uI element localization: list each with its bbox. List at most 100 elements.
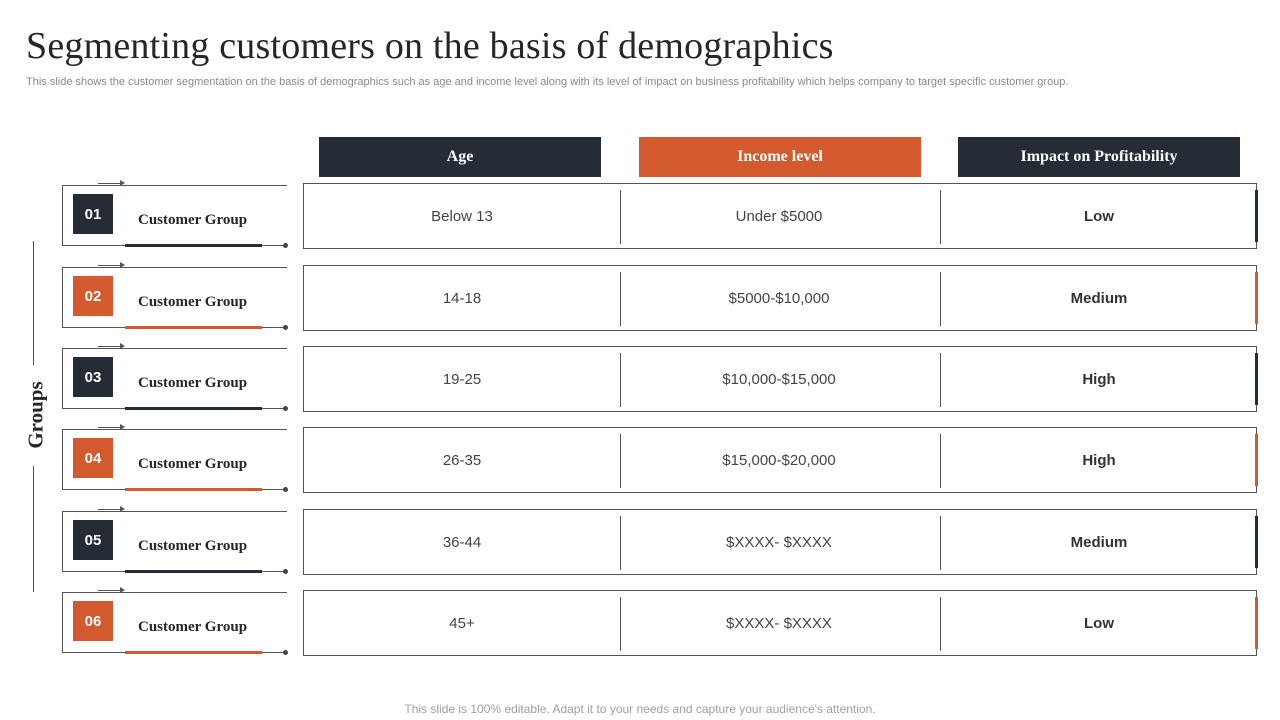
impact-cell: Medium [1070,289,1128,307]
group-frame-bottom [62,571,125,572]
arrow-right-icon [120,506,125,512]
connector-dot-icon [283,325,288,330]
arrow-line [98,590,123,591]
age-cell: 14-18 [442,289,482,307]
arrow-right-icon [120,424,125,430]
header-income: Income level [639,137,921,177]
connector-line [262,245,284,246]
group-underline [125,651,262,654]
age-cell: 26-35 [442,451,482,469]
connector-line [262,652,284,653]
age-cell: 19-25 [442,370,482,388]
groups-line-bottom [33,466,34,592]
group-frame [62,348,287,409]
arrow-line [98,265,123,266]
group-frame [62,511,287,572]
group-underline [125,244,262,247]
group-number-badge: 04 [73,438,113,478]
group-underline [125,407,262,410]
arrow-line [98,427,123,428]
group-frame [62,267,287,328]
group-underline [125,570,262,573]
cell-divider [620,272,621,326]
cell-divider [620,434,621,488]
footer-note: This slide is 100% editable. Adapt it to… [404,702,876,716]
age-cell: Below 13 [431,207,493,225]
row-accent-bar [1255,353,1258,405]
data-row-box: 36-44 $XXXX- $XXXX Medium [303,509,1258,575]
data-row-box: 14-18 $5000-$10,000 Medium [303,265,1258,331]
connector-dot-icon [283,487,288,492]
group-label: Customer Group [138,212,248,228]
group-number-badge: 05 [73,520,113,560]
cell-divider [620,353,621,407]
slide-title: Segmenting customers on the basis of dem… [26,25,834,67]
table-row: 04 Customer Group 26-35 $15,000-$20,000 … [0,424,1280,493]
cell-divider [940,190,941,244]
age-cell: 45+ [449,614,475,632]
impact-cell: Medium [1070,533,1128,551]
connector-line [262,327,284,328]
group-underline [125,488,262,491]
cell-divider [940,434,941,488]
impact-cell: High [1082,370,1116,388]
arrow-right-icon [120,180,125,186]
group-frame-bottom [62,327,125,328]
table-row: 02 Customer Group 14-18 $5000-$10,000 Me… [0,262,1280,331]
impact-cell: Low [1084,207,1114,225]
income-cell: $15,000-$20,000 [722,451,836,469]
income-cell: Under $5000 [735,207,823,225]
group-frame-bottom [62,489,125,490]
arrow-line [98,509,123,510]
age-cell: 36-44 [442,533,482,551]
header-age: Age [319,137,601,177]
row-accent-bar [1255,434,1258,486]
cell-divider [940,597,941,651]
arrow-right-icon [120,343,125,349]
group-frame-bottom [62,652,125,653]
impact-cell: High [1082,451,1116,469]
data-row-box: Below 13 Under $5000 Low [303,183,1258,249]
group-number-badge: 03 [73,357,113,397]
group-label: Customer Group [138,294,248,310]
table-row: 03 Customer Group 19-25 $10,000-$15,000 … [0,343,1280,412]
cell-divider [940,353,941,407]
income-cell: $XXXX- $XXXX [726,614,832,632]
income-cell: $XXXX- $XXXX [726,533,832,551]
connector-line [262,408,284,409]
group-frame [62,429,287,490]
table-row: 01 Customer Group Below 13 Under $5000 L… [0,180,1280,249]
group-frame [62,185,287,246]
group-frame-bottom [62,408,125,409]
group-underline [125,326,262,329]
group-number-badge: 06 [73,601,113,641]
group-frame-bottom [62,245,125,246]
connector-dot-icon [283,650,288,655]
group-number-badge: 01 [73,194,113,234]
connector-line [262,571,284,572]
impact-cell: Low [1084,614,1114,632]
group-frame [62,592,287,653]
income-cell: $5000-$10,000 [728,289,830,307]
arrow-right-icon [120,262,125,268]
header-impact: Impact on Profitability [958,137,1240,177]
row-accent-bar [1255,516,1258,568]
row-accent-bar [1255,272,1258,324]
group-label: Customer Group [138,456,248,472]
income-cell: $10,000-$15,000 [722,370,836,388]
groups-line-top [33,241,34,365]
row-accent-bar [1255,597,1258,649]
arrow-line [98,183,123,184]
cell-divider [940,516,941,570]
table-row: 05 Customer Group 36-44 $XXXX- $XXXX Med… [0,506,1280,575]
data-row-box: 19-25 $10,000-$15,000 High [303,346,1258,412]
row-accent-bar [1255,190,1258,242]
table-row: 06 Customer Group 45+ $XXXX- $XXXX Low [0,587,1280,656]
connector-dot-icon [283,243,288,248]
arrow-line [98,346,123,347]
data-row-box: 26-35 $15,000-$20,000 High [303,427,1258,493]
arrow-right-icon [120,587,125,593]
connector-dot-icon [283,569,288,574]
connector-dot-icon [283,406,288,411]
group-number-badge: 02 [73,276,113,316]
